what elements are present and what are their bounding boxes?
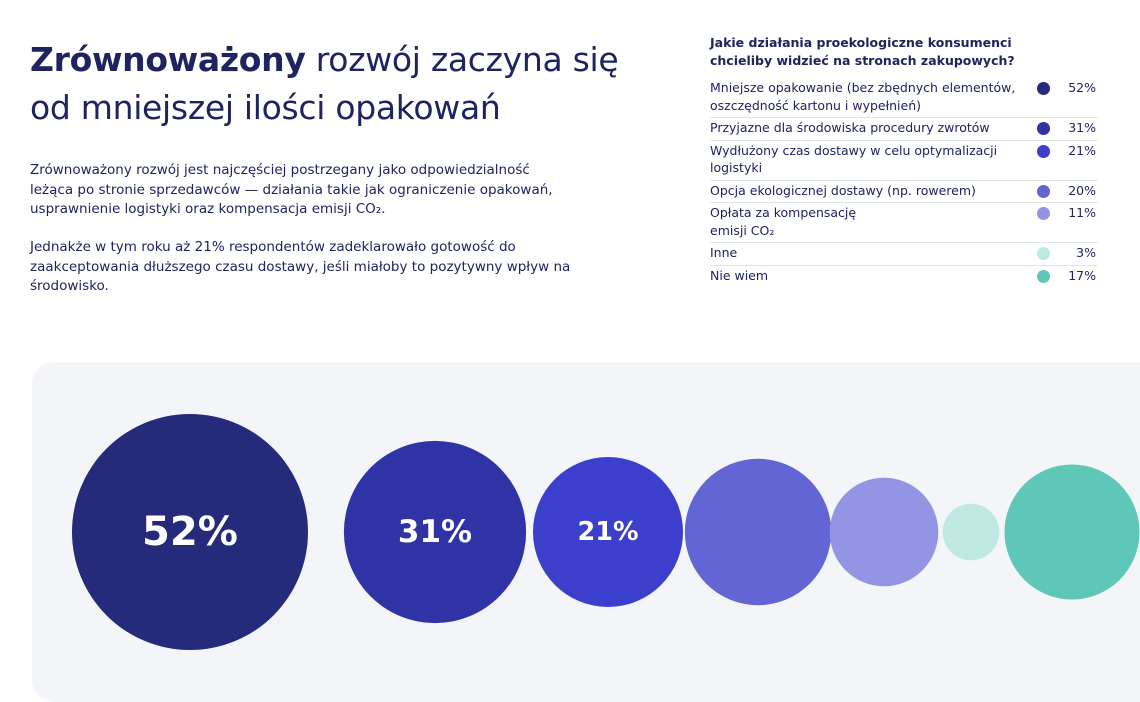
legend-swatch (1037, 269, 1050, 283)
legend-value: 3% (1076, 245, 1096, 260)
legend-swatch (1037, 122, 1050, 135)
legend-swatch (1037, 144, 1050, 158)
legend-label: Opłata za kompensację emisji CO₂ (710, 205, 857, 238)
bubble (533, 457, 683, 607)
legend-value: 21% (1068, 142, 1096, 158)
headline-bold: Zrównoważony (30, 40, 306, 79)
legend-swatch (1037, 207, 1050, 220)
legend-label: Inne (710, 245, 738, 260)
bubble-chart-panel: 52% 31% 21% (32, 362, 1140, 702)
legend-row: Opłata za kompensację emisji CO₂ 11% (710, 203, 1098, 243)
legend-row: Nie wiem 17% (710, 266, 1098, 288)
legend-label: Wydłużony czas dostawy w celu optymaliza… (710, 142, 998, 176)
legend-value: 31% (1068, 120, 1096, 135)
legend-value: 20% (1068, 182, 1096, 198)
bubble (72, 414, 308, 650)
intro-paragraph: Zrównoważony rozwój jest najczęściej pos… (30, 162, 553, 217)
chart-title: Jakie działania proekologiczne konsumenc… (710, 35, 1015, 68)
legend-value: 17% (1068, 267, 1096, 283)
legend-value: 11% (1068, 205, 1096, 220)
bubble-chart: 52% 31% 21% (72, 414, 1140, 650)
legend-row: Wydłużony czas dostawy w celu optymaliza… (710, 141, 1098, 181)
legend-swatch (1037, 184, 1050, 198)
legend-swatch (1037, 247, 1050, 260)
bubble (829, 477, 939, 587)
bubble (343, 440, 527, 624)
legend-value: 52% (1068, 80, 1096, 95)
headline: Zrównoważony rozwój zaczyna się od mniej… (30, 36, 630, 132)
bubble-label: 21% (577, 517, 638, 547)
legend-row: Opcja ekologicznej dostawy (np. rowerem)… (710, 181, 1098, 203)
chart-legend: Mniejsze opakowanie (bez zbędnych elemen… (710, 78, 1098, 287)
legend-row: Mniejsze opakowanie (bez zbędnych elemen… (710, 78, 1098, 118)
legend-row: Inne 3% (710, 243, 1098, 266)
legend-label: Przyjazne dla środowiska procedury zwrot… (710, 120, 990, 135)
legend-row: Przyjazne dla środowiska procedury zwrot… (710, 118, 1098, 141)
legend-label: Opcja ekologicznej dostawy (np. rowerem) (710, 182, 976, 198)
bubble-label: 52% (142, 509, 238, 555)
legend-swatch (1037, 82, 1050, 95)
bubble-label: 31% (398, 514, 472, 550)
bubble (1004, 464, 1140, 600)
bubble (942, 503, 1000, 561)
legend-label: Nie wiem (710, 267, 769, 283)
legend-label: Mniejsze opakowanie (bez zbędnych elemen… (710, 80, 1016, 113)
highlight-paragraph: Jednakże w tym roku aż 21% respondentów … (30, 239, 571, 294)
bubble (684, 458, 832, 606)
headline-rest: rozwój zaczyna się od mniejszej ilości o… (30, 40, 619, 127)
